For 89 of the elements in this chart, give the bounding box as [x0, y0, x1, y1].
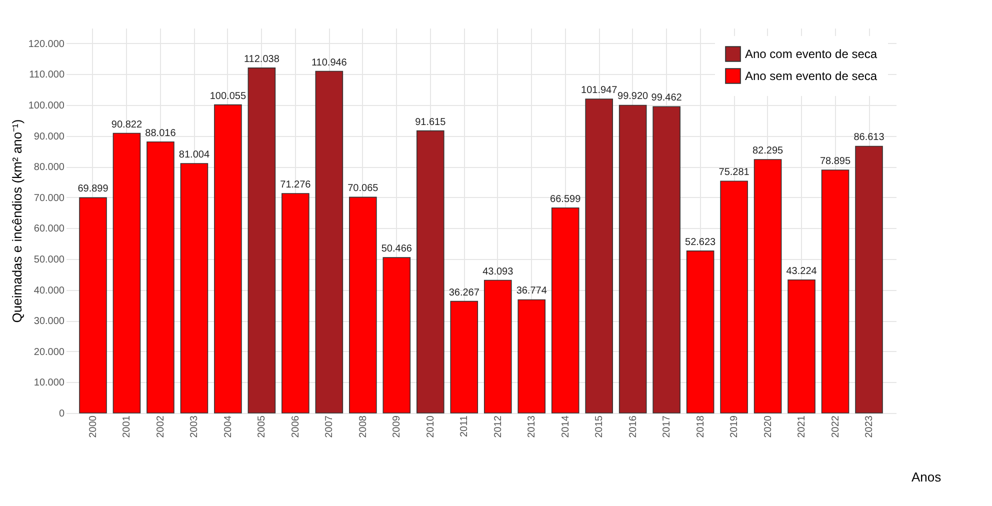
data-label: 100.055: [210, 90, 246, 102]
data-label: 91.615: [415, 116, 446, 128]
bar: [720, 180, 748, 414]
y-tick-label: 60.000: [34, 224, 65, 235]
bar: [349, 196, 377, 414]
x-tick-label: 2018: [695, 415, 706, 438]
data-label: 36.267: [448, 287, 480, 298]
bar: [315, 70, 344, 414]
x-tick-label: 2011: [459, 415, 470, 438]
data-label: 90.822: [111, 119, 142, 130]
data-label: 43.093: [482, 266, 514, 278]
x-tick-label: 2020: [762, 415, 774, 438]
y-tick-label: 50.000: [34, 254, 65, 266]
y-tick-label: 110.000: [29, 70, 65, 81]
bar: [79, 197, 107, 414]
bar: [855, 146, 883, 414]
x-tick-label: 2014: [560, 415, 572, 438]
data-label: 36.774: [516, 286, 548, 297]
x-axis-title: Anos: [912, 470, 942, 484]
data-label: 71.276: [280, 179, 312, 190]
data-label: 99.920: [618, 91, 649, 102]
x-tick-label: 2002: [155, 415, 166, 438]
bar: [551, 207, 580, 414]
y-tick-label: 0: [58, 408, 65, 420]
x-tick-label: 2015: [594, 415, 606, 438]
x-tick-label: 2008: [358, 415, 369, 438]
data-label: 99.462: [651, 92, 682, 104]
bar: [821, 170, 850, 414]
data-label: 81.004: [178, 150, 210, 161]
data-label: 50.466: [381, 244, 412, 255]
y-tick-label: 120.000: [28, 38, 65, 50]
y-tick-label: 10.000: [34, 378, 65, 389]
x-tick-label: 2007: [324, 415, 336, 438]
x-tick-label: 2021: [796, 415, 808, 438]
bar: [416, 130, 444, 414]
data-label: 43.224: [786, 266, 818, 277]
data-label: 88.016: [145, 128, 176, 139]
x-tick-label: 2013: [526, 415, 538, 438]
data-label: 70.065: [348, 183, 379, 194]
y-tick-label: 90.000: [34, 131, 65, 142]
bar: [585, 98, 613, 414]
bar: [788, 279, 816, 414]
x-tick-label: 2019: [729, 415, 740, 438]
data-label: 52.623: [685, 236, 716, 248]
x-tick-label: 2023: [864, 415, 876, 438]
x-tick-label: 2012: [492, 415, 504, 438]
bar: [484, 280, 512, 414]
data-label: 78.895: [820, 156, 851, 168]
y-tick-label: 80.000: [34, 162, 65, 174]
y-tick-label: 40.000: [34, 285, 65, 296]
bar: [518, 299, 546, 414]
y-tick-label: 30.000: [34, 316, 65, 328]
data-label: 101.947: [581, 85, 618, 96]
bar: [754, 159, 782, 414]
bar: [652, 106, 680, 414]
x-tick-label: 2004: [222, 415, 234, 438]
x-tick-label: 2017: [662, 415, 673, 438]
bar: [180, 163, 208, 414]
bar: [214, 104, 242, 414]
data-label: 66.599: [550, 194, 582, 205]
legend-label: Ano com evento de seca: [745, 47, 878, 61]
y-tick-label: 20.000: [34, 346, 65, 358]
bar: [618, 104, 647, 414]
x-tick-label: 2022: [830, 415, 842, 438]
data-label: 86.613: [854, 132, 885, 144]
data-label: 112.038: [244, 54, 280, 65]
bar: [112, 132, 141, 414]
x-tick-label: 2006: [290, 415, 302, 438]
x-tick-label: 2016: [628, 415, 639, 438]
y-axis-title: Queimadas e incêndios (km² ano⁻¹): [9, 119, 24, 323]
x-tick-label: 2000: [88, 415, 99, 438]
bar: [686, 250, 714, 414]
y-tick-label: 70.000: [34, 192, 65, 204]
data-label: 110.946: [311, 57, 348, 68]
bar: [248, 68, 276, 414]
x-tick-label: 2009: [392, 415, 403, 438]
bar: [146, 142, 174, 414]
bar: [382, 257, 411, 414]
legend-label: Ano sem evento de seca: [745, 69, 878, 83]
x-tick-label: 2010: [425, 415, 436, 438]
x-tick-label: 2003: [189, 415, 200, 438]
y-tick-label: 100.000: [28, 100, 65, 112]
bar: [282, 193, 310, 414]
data-label: 82.295: [752, 146, 784, 157]
data-label: 75.281: [718, 167, 750, 178]
bar: [450, 300, 478, 414]
x-tick-label: 2001: [122, 415, 133, 438]
data-label: 69.899: [78, 184, 109, 195]
x-tick-label: 2005: [256, 415, 268, 438]
